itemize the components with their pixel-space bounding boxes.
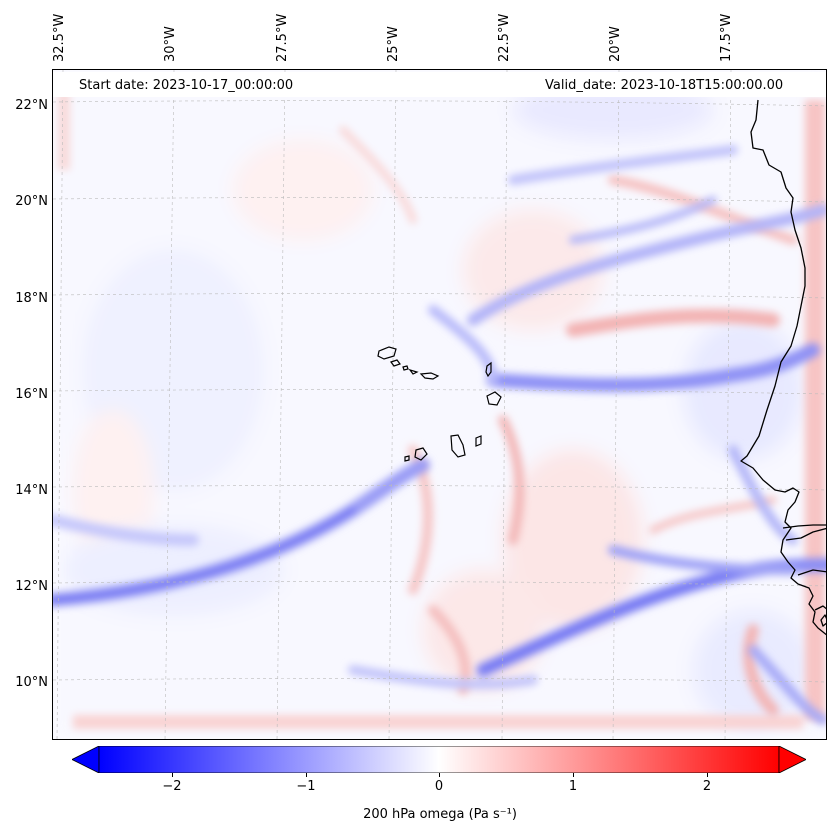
island-santo-antao xyxy=(377,346,397,360)
cb-tickmark-2 xyxy=(707,773,708,777)
lat-label-10n: 10°N xyxy=(15,675,48,690)
cb-tick-2: 2 xyxy=(702,779,712,794)
island-sao-vicente xyxy=(390,359,401,367)
lon-label-27-5w: 27.5°W xyxy=(275,13,290,62)
lon-label-22-5w: 22.5°W xyxy=(497,13,512,62)
colorbar xyxy=(72,746,806,773)
lon-label-25w: 25°W xyxy=(386,26,401,62)
cb-tick-neg2: −2 xyxy=(162,779,182,794)
colorbar-extend-min xyxy=(72,746,100,773)
lat-label-18n: 18°N xyxy=(15,291,48,306)
background-field xyxy=(53,70,826,739)
cb-tickmark-neg2 xyxy=(172,773,173,777)
header-band xyxy=(53,72,826,97)
island-santiago xyxy=(450,434,466,458)
lat-label-20n: 20°N xyxy=(15,194,48,209)
cb-tick-1: 1 xyxy=(568,779,578,794)
lon-label-17-5w: 17.5°W xyxy=(719,13,734,62)
colorbar-extend-max xyxy=(778,746,806,773)
africa-coastline xyxy=(740,99,826,636)
cb-tick-neg1: −1 xyxy=(296,779,316,794)
lat-label-16n: 16°N xyxy=(15,387,48,402)
lat-label-14n: 14°N xyxy=(15,483,48,498)
island-sao-nicolau xyxy=(408,368,419,375)
island-sao-nicolau-2 xyxy=(419,372,440,380)
cb-tick-0: 0 xyxy=(434,779,444,794)
cb-tickmark-0 xyxy=(439,773,440,777)
lon-label-32-5w: 32.5°W xyxy=(52,13,67,62)
island-santa-luzia xyxy=(402,365,409,371)
graticule xyxy=(53,70,826,739)
cb-tickmark-neg1 xyxy=(306,773,307,777)
island-maio xyxy=(475,435,482,447)
start-date-label: Start date: 2023-10-17_00:00:00 xyxy=(79,78,294,93)
cb-tickmark-1 xyxy=(573,773,574,777)
lon-label-20w: 20°W xyxy=(608,26,623,62)
lon-label-30w: 30°W xyxy=(163,26,178,62)
lat-label-12n: 12°N xyxy=(15,579,48,594)
island-sal xyxy=(485,361,492,378)
colorbar-label: 200 hPa omega (Pa s⁻¹) xyxy=(363,807,517,822)
omega-field-map xyxy=(53,70,826,739)
island-boa-vista xyxy=(486,391,502,406)
lat-label-22n: 22°N xyxy=(15,98,48,113)
map-panel[interactable] xyxy=(52,69,827,740)
colorbar-body xyxy=(98,746,780,773)
negative-omega-bands xyxy=(53,145,826,725)
valid-date-label: Valid_date: 2023-10-18T15:00:00.00 xyxy=(545,78,784,93)
cape-verde-islands xyxy=(377,346,502,462)
island-fogo xyxy=(414,447,428,461)
island-brava xyxy=(404,455,410,462)
